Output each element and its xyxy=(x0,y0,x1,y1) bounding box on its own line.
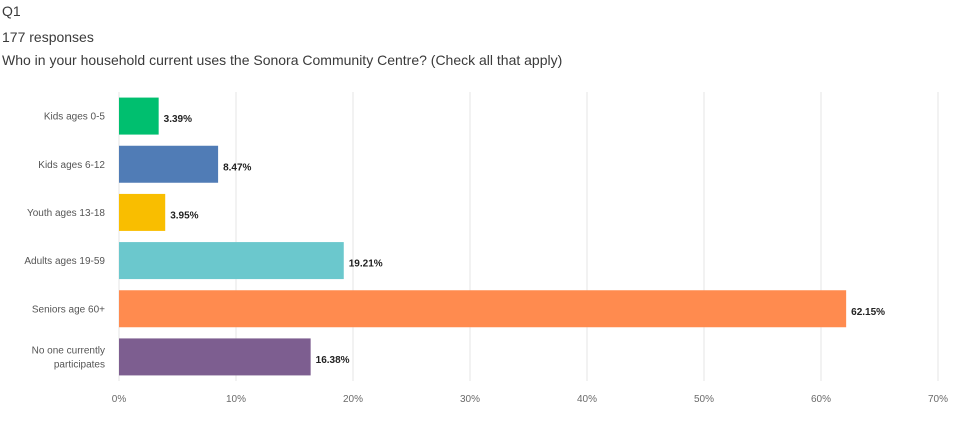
response-count: 177 responses xyxy=(2,29,94,45)
category-label: Adults ages 19-59 xyxy=(24,256,105,267)
category-label: Kids ages 6-12 xyxy=(38,160,105,171)
x-tick-label: 20% xyxy=(343,394,363,405)
category-label: Seniors age 60+ xyxy=(32,304,105,315)
category-label-line: participates xyxy=(54,359,105,370)
category-label-line: Kids ages 0-5 xyxy=(44,112,106,123)
x-tick-label: 50% xyxy=(694,394,714,405)
bar xyxy=(119,97,159,135)
x-tick-label: 10% xyxy=(226,394,246,405)
category-label-line: Youth ages 13-18 xyxy=(27,208,105,219)
x-tick-label: 70% xyxy=(928,394,948,405)
bar xyxy=(119,145,219,183)
question-text: Who in your household current uses the S… xyxy=(2,52,563,68)
category-label-line: Kids ages 6-12 xyxy=(38,160,105,171)
bar xyxy=(119,290,847,328)
value-label: 3.39% xyxy=(164,114,192,125)
x-tick-label: 60% xyxy=(811,394,831,405)
x-tick-label: 0% xyxy=(112,394,127,405)
bar xyxy=(119,193,166,231)
category-label: Kids ages 0-5 xyxy=(44,112,106,123)
value-label: 8.47% xyxy=(223,162,251,173)
bar xyxy=(119,338,311,376)
category-label: No one currently participates xyxy=(32,345,105,370)
category-label-line: Adults ages 19-59 xyxy=(24,256,105,267)
value-label: 62.15% xyxy=(851,307,885,318)
category-label-line: No one currently xyxy=(32,345,105,356)
category-label: Youth ages 13-18 xyxy=(27,208,105,219)
x-tick-label: 30% xyxy=(460,394,480,405)
x-tick-label: 40% xyxy=(577,394,597,405)
value-label: 19.21% xyxy=(349,259,383,270)
bar xyxy=(119,242,344,280)
category-label-line: Seniors age 60+ xyxy=(32,304,105,315)
value-label: 3.95% xyxy=(170,210,198,221)
question-number: Q1 xyxy=(2,3,21,19)
value-label: 16.38% xyxy=(316,355,350,366)
